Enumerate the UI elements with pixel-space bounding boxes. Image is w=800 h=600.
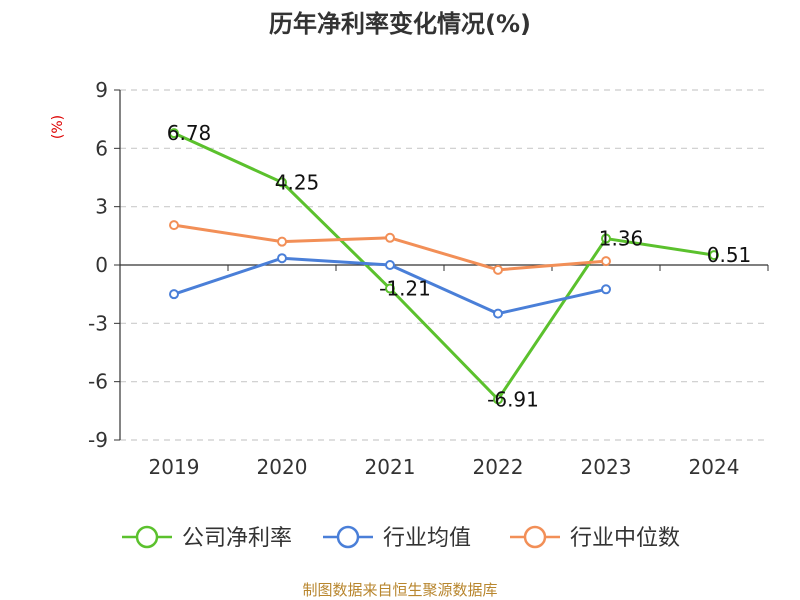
- y-axis-unit: (%): [50, 115, 66, 139]
- legend: 公司净利率 行业均值 行业中位数: [122, 525, 680, 551]
- x-tick-label: 2023: [581, 455, 632, 479]
- series-point-1: [169, 289, 179, 300]
- data-label: -1.21: [379, 277, 431, 301]
- x-tick-label: 2020: [257, 455, 308, 479]
- x-tick-label: 2019: [149, 455, 200, 479]
- series-point-0: [385, 283, 395, 294]
- series-point-0: [493, 394, 503, 405]
- legend-swatch-marker: [135, 525, 159, 549]
- data-labels: 6.78 4.25 -1.21 -6.91 1.36 0.51: [167, 121, 752, 411]
- series-point-1: [493, 308, 503, 319]
- y-tick-label: 3: [95, 195, 108, 219]
- chart-title: 历年净利率变化情况(%): [269, 10, 531, 38]
- series-point-0: [169, 128, 179, 139]
- y-tick-label: 6: [95, 136, 108, 160]
- series-line-0: [173, 131, 715, 401]
- series-point-1: [385, 260, 395, 270]
- data-label: -6.91: [487, 387, 539, 411]
- data-label: 4.25: [275, 170, 320, 194]
- series-point-2: [601, 256, 611, 267]
- axes: 9 6 3 0 -3 -6 -9 2019 2020 2021 2022 2023 2024: [88, 78, 769, 479]
- series-point-2: [277, 236, 287, 247]
- y-tick-label: -3: [88, 311, 108, 335]
- series-point-2: [385, 232, 395, 243]
- y-tick-label: -9: [88, 428, 108, 452]
- data-label: 6.78: [167, 121, 212, 145]
- legend-label: 公司净利率: [182, 526, 292, 551]
- series-lines: [169, 128, 719, 405]
- legend-label: 行业均值: [383, 526, 471, 551]
- y-tick-label: 9: [95, 78, 108, 102]
- grid-lines: [120, 89, 768, 441]
- legend-label: 行业中位数: [570, 526, 680, 551]
- x-tick-label: 2024: [689, 455, 740, 479]
- series-point-2: [493, 264, 503, 275]
- series-point-0: [709, 250, 719, 261]
- series-point-0: [601, 233, 611, 244]
- x-tick-label: 2022: [473, 455, 524, 479]
- data-source-note: 制图数据来自恒生聚源数据库: [302, 581, 497, 599]
- legend-swatch-marker: [523, 525, 547, 549]
- series-point-1: [277, 253, 287, 264]
- y-tick-label: -6: [88, 370, 108, 394]
- legend-swatch-marker: [336, 525, 360, 549]
- series-point-0: [277, 177, 287, 188]
- data-label: 1.36: [599, 227, 644, 251]
- data-label: 0.51: [707, 243, 752, 267]
- y-tick-label: 0: [95, 253, 108, 277]
- x-tick-label: 2021: [365, 455, 416, 479]
- series-point-2: [169, 220, 179, 231]
- series-point-1: [601, 284, 611, 295]
